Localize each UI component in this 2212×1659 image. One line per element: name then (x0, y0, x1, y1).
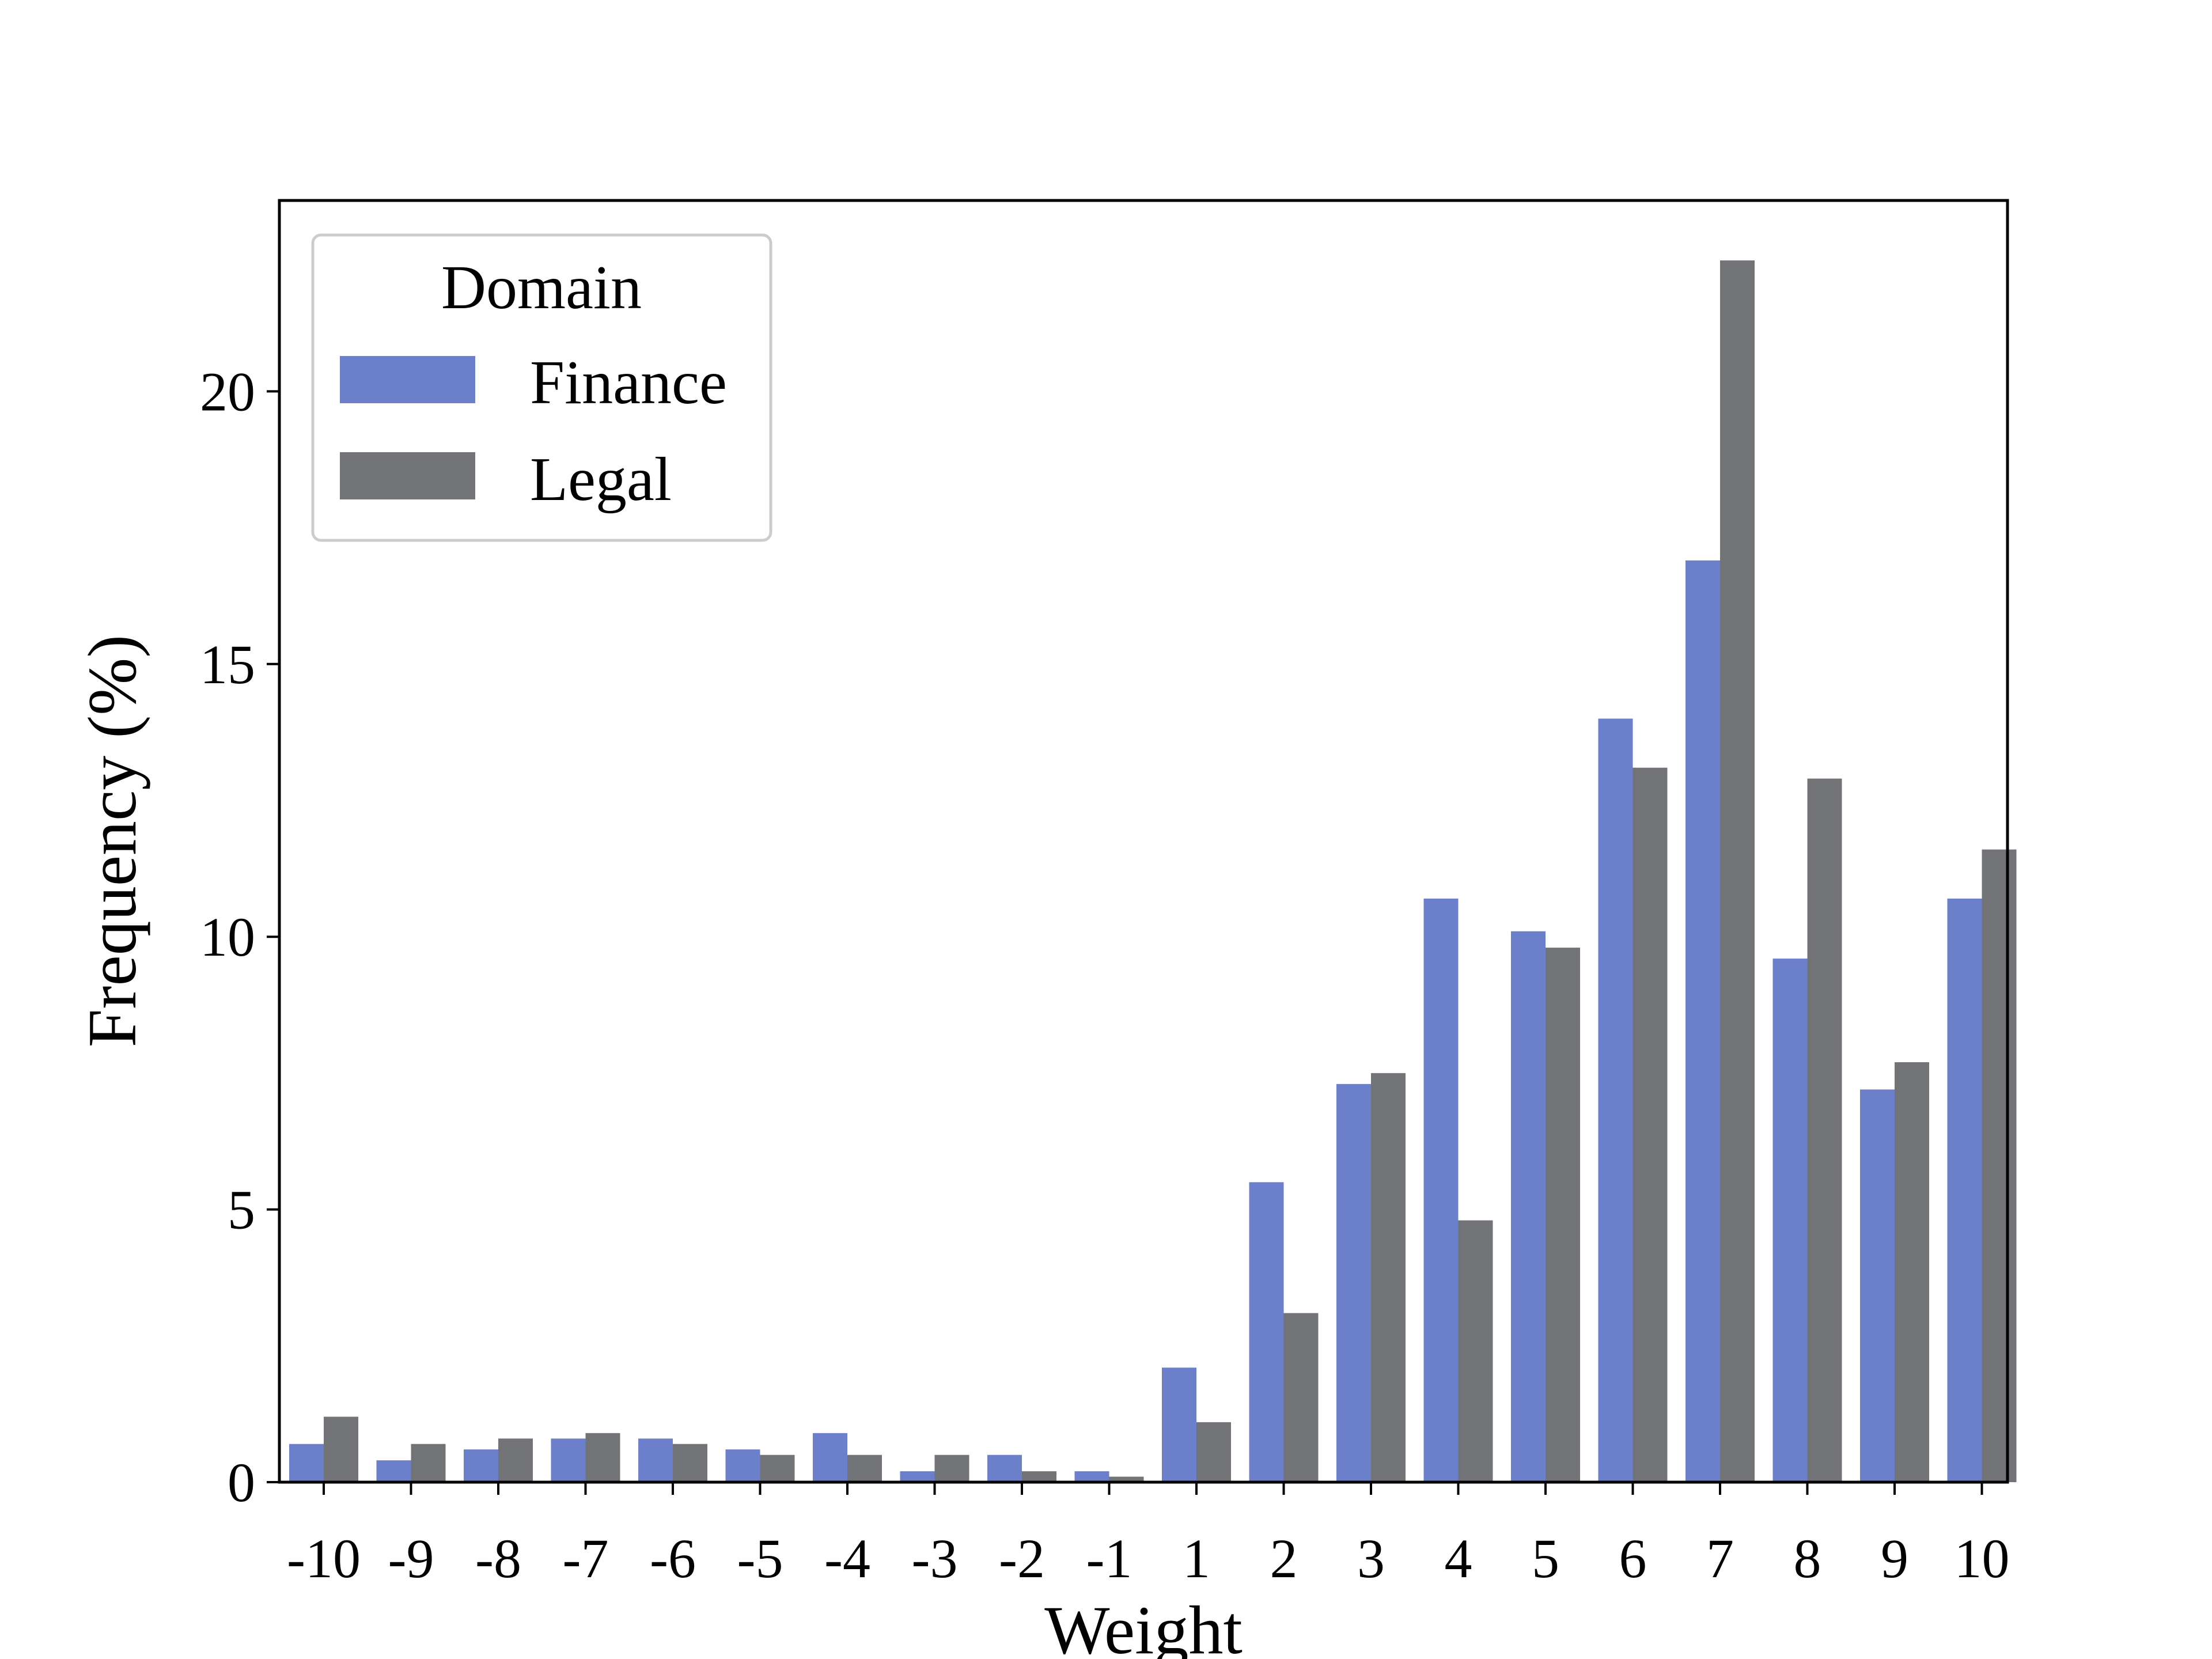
legend-label-legal: Legal (530, 445, 672, 514)
bar-legal--10 (324, 1416, 358, 1482)
bar-legal-6 (1633, 767, 1668, 1482)
bars-layer (289, 260, 2017, 1482)
x-tick-label: -10 (287, 1528, 361, 1589)
bar-finance--10 (289, 1444, 324, 1482)
x-tick-label: -1 (1086, 1528, 1132, 1589)
x-tick-label: 1 (1183, 1528, 1210, 1589)
bar-finance--2 (987, 1455, 1022, 1482)
x-tick-label: 8 (1794, 1528, 1821, 1589)
bar-finance-6 (1598, 718, 1633, 1482)
bar-finance-7 (1685, 560, 1720, 1482)
bar-finance-1 (1162, 1368, 1196, 1482)
plot-frame (278, 199, 2009, 1484)
bar-legal--1 (1109, 1476, 1144, 1482)
bar-legal-10 (1982, 849, 2017, 1482)
x-tick-label: -5 (737, 1528, 783, 1589)
y-tick-label: 0 (228, 1452, 255, 1513)
x-tick-label: 4 (1445, 1528, 1472, 1589)
bar-finance--6 (638, 1438, 673, 1482)
legend: Domain Finance Legal (311, 233, 772, 542)
bar-finance-9 (1860, 1089, 1895, 1482)
bar-legal--2 (1022, 1471, 1056, 1482)
x-tick-label: -9 (388, 1528, 434, 1589)
bar-legal--6 (673, 1444, 707, 1482)
bar-legal-8 (1807, 778, 1842, 1482)
legend-swatch-legal (340, 452, 475, 499)
bar-legal-5 (1546, 948, 1580, 1482)
legend-swatch-finance (340, 356, 475, 403)
x-tick-label: 7 (1706, 1528, 1734, 1589)
y-tick-label: 5 (228, 1179, 255, 1241)
x-axis-title: Weight (1044, 1592, 1243, 1659)
y-tick-label: 10 (200, 906, 255, 968)
x-tick-label: 6 (1619, 1528, 1647, 1589)
bar-legal-1 (1196, 1422, 1231, 1482)
x-axis: -10 -9 -8 -7 -6 -5 -4 -3 -2 -1 1 2 3 4 5 6 7 8 9 10 (287, 1482, 2010, 1589)
bar-finance--8 (464, 1449, 498, 1482)
x-tick-label: 5 (1532, 1528, 1559, 1589)
x-tick-label: -7 (563, 1528, 609, 1589)
bar-legal--5 (760, 1455, 795, 1482)
bar-legal--7 (585, 1433, 620, 1482)
x-tick-label: 2 (1270, 1528, 1298, 1589)
bar-finance--5 (725, 1449, 760, 1482)
bar-finance-2 (1249, 1182, 1284, 1482)
bar-finance-8 (1772, 959, 1808, 1482)
x-tick-label: 3 (1357, 1528, 1385, 1589)
bar-finance--7 (551, 1438, 586, 1482)
bar-finance--3 (900, 1471, 935, 1482)
legend-label-finance: Finance (530, 349, 727, 417)
bar-finance--1 (1074, 1471, 1109, 1482)
bar-legal-4 (1458, 1220, 1493, 1482)
legend-title: Domain (441, 253, 642, 322)
bar-finance-4 (1423, 898, 1459, 1482)
x-tick-label: -2 (999, 1528, 1045, 1589)
bar-legal--9 (411, 1444, 446, 1482)
bar-legal--8 (498, 1438, 533, 1482)
y-tick-label: 20 (200, 361, 255, 422)
bar-legal-3 (1371, 1073, 1406, 1482)
bar-legal--3 (934, 1455, 969, 1482)
bar-legal-7 (1720, 260, 1755, 1482)
y-tick-label: 15 (200, 634, 255, 695)
x-tick-label: 9 (1881, 1528, 1908, 1589)
bar-finance-10 (1947, 898, 1982, 1482)
bar-finance--9 (376, 1460, 411, 1482)
bar-legal--4 (847, 1455, 882, 1482)
x-tick-label: -3 (912, 1528, 958, 1589)
bar-legal-9 (1895, 1062, 1929, 1482)
bar-finance--4 (813, 1433, 847, 1482)
bar-finance-3 (1336, 1084, 1371, 1482)
x-tick-label: -6 (650, 1528, 696, 1589)
bar-finance-5 (1511, 931, 1546, 1482)
y-axis-title: Frequency (%) (74, 635, 150, 1047)
x-tick-label: -4 (824, 1528, 870, 1589)
x-tick-label: 10 (1955, 1528, 2010, 1589)
bar-legal-2 (1283, 1313, 1319, 1482)
y-axis: 0 5 10 15 20 (200, 361, 279, 1513)
x-tick-label: -8 (475, 1528, 521, 1589)
